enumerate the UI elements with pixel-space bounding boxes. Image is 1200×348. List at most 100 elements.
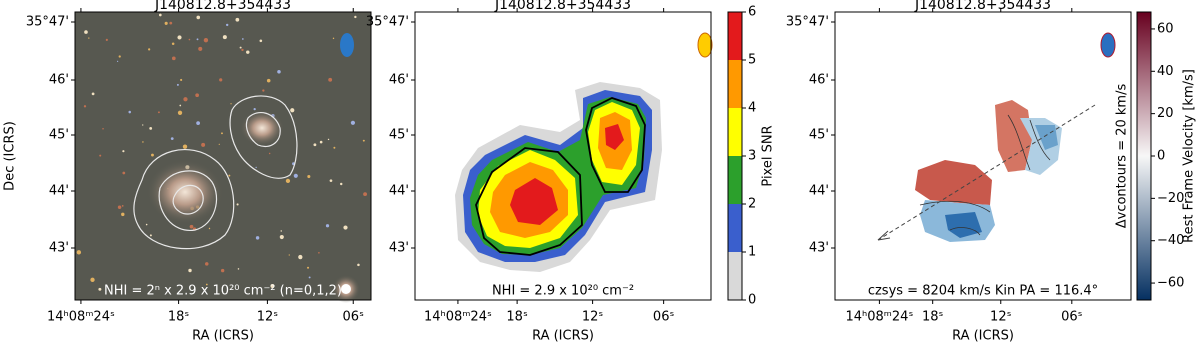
star — [293, 173, 298, 178]
star — [121, 205, 124, 207]
x-tick-label: 12ˢ — [257, 310, 279, 325]
y-axis-label: Dec (ICRS) — [3, 121, 18, 191]
star — [218, 143, 220, 145]
star — [354, 15, 357, 19]
star — [121, 212, 125, 217]
colorbar-tick-label: 20 — [1157, 106, 1174, 121]
colorbar-tick-label: 3 — [748, 149, 756, 164]
star — [117, 60, 119, 63]
star — [105, 38, 108, 41]
velocity-map — [877, 32, 1116, 242]
star — [188, 268, 192, 273]
star — [205, 283, 208, 286]
star — [169, 21, 173, 25]
star — [195, 93, 199, 98]
star — [201, 142, 206, 147]
star — [196, 121, 200, 126]
x-tick-label: 12ˢ — [990, 310, 1012, 325]
y-tick-label: 43' — [389, 241, 409, 256]
y-tick-label: 43' — [809, 241, 829, 256]
star — [222, 35, 227, 40]
panel-title: J140812.8+354433 — [914, 0, 1051, 13]
star — [288, 254, 290, 256]
colorbar-tick-label: 1 — [748, 245, 756, 260]
colorbar-tick-label: −60 — [1157, 276, 1184, 291]
star — [149, 126, 153, 130]
annotation: NHI = 2ⁿ x 2.9 x 10²⁰ cm⁻² (n=0,1,2) — [104, 284, 342, 299]
star — [84, 30, 88, 34]
star — [357, 263, 360, 267]
x-tick-label: 14ʰ08ᵐ24ˢ — [845, 310, 913, 325]
colorbar-tick-label: −40 — [1157, 233, 1184, 248]
star — [298, 254, 303, 260]
colorbar-tick-label: 60 — [1157, 21, 1174, 36]
x-tick-label: 12ˢ — [582, 310, 604, 325]
star — [318, 251, 320, 254]
y-tick-label: 45' — [49, 128, 69, 143]
star — [328, 77, 333, 82]
star — [221, 132, 223, 135]
colorbar-band — [728, 156, 742, 204]
star — [176, 83, 179, 86]
annotation: NHI = 2.9 x 10²⁰ cm⁻² — [492, 284, 634, 299]
y-tick-label: 45' — [389, 128, 409, 143]
colorbar-band — [728, 60, 742, 108]
axes-frame — [834, 11, 1132, 301]
star — [83, 105, 87, 108]
colorbar-gradient — [1137, 12, 1151, 300]
star — [332, 37, 335, 40]
star — [290, 108, 295, 113]
star — [255, 166, 257, 169]
star — [148, 48, 151, 51]
star — [253, 107, 256, 111]
x-tick-label: 18ˢ — [506, 310, 528, 325]
star — [118, 55, 121, 58]
star — [183, 97, 188, 102]
x-tick-label: 18ˢ — [168, 310, 190, 325]
star — [177, 35, 182, 40]
colorbar-tick-label: 4 — [748, 101, 756, 116]
star — [319, 140, 323, 144]
star — [246, 50, 250, 54]
star — [237, 268, 240, 270]
star — [122, 150, 125, 153]
star — [259, 39, 263, 43]
y-tick-label: 43' — [49, 241, 69, 256]
colorbar-label: Rest Frame Velocity [km/s] — [1182, 69, 1197, 243]
star — [241, 38, 244, 40]
y-tick-label: 44' — [49, 184, 69, 199]
star — [128, 110, 131, 114]
star — [350, 120, 356, 125]
star — [270, 283, 275, 288]
star — [98, 287, 102, 291]
y-tick-label: 44' — [809, 184, 829, 199]
y-tick-label: 35°47' — [366, 15, 409, 30]
star — [182, 144, 188, 149]
star — [241, 48, 244, 52]
star — [179, 104, 182, 107]
star — [164, 21, 168, 25]
star — [363, 192, 368, 197]
star — [99, 154, 102, 157]
y-tick-label: 35°47' — [26, 15, 69, 30]
colorbar-tick-label: 2 — [748, 197, 756, 212]
star — [122, 171, 126, 175]
panel-title: J140812.8+354433 — [154, 0, 291, 13]
y-tick-label: 46' — [49, 73, 69, 88]
star — [333, 146, 336, 149]
star — [205, 262, 209, 266]
star — [145, 223, 148, 226]
star — [196, 38, 199, 41]
snr-map — [455, 32, 713, 272]
star — [277, 70, 281, 74]
colorbar-band — [728, 108, 742, 156]
star — [180, 78, 183, 82]
star — [117, 205, 122, 209]
star — [268, 152, 271, 155]
star — [285, 178, 291, 184]
star — [329, 179, 333, 183]
star — [225, 23, 229, 27]
star — [91, 92, 95, 96]
star — [219, 78, 223, 82]
colorbar-tick-label: −20 — [1157, 191, 1184, 206]
